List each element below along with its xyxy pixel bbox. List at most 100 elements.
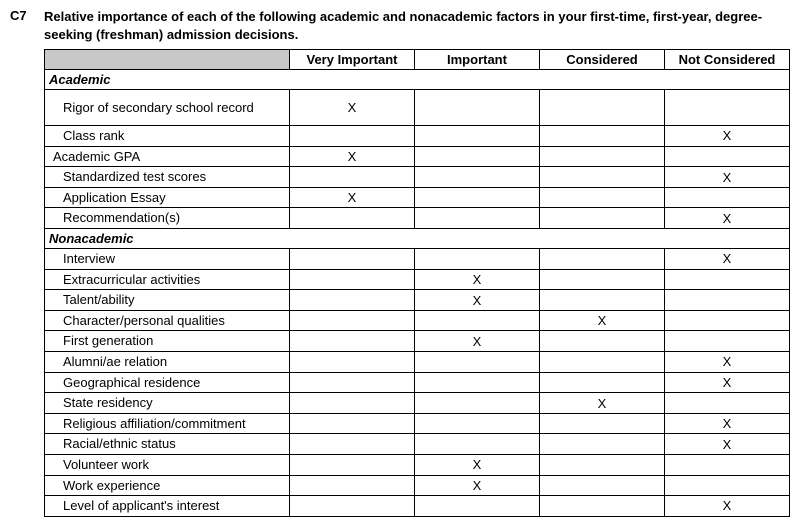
table-row: Recommendation(s) X <box>45 208 790 229</box>
row-label: Academic GPA <box>45 146 290 167</box>
section-row: Nonacademic <box>45 229 790 249</box>
mark-cell <box>415 372 540 393</box>
mark-cell <box>415 393 540 414</box>
mark-cell <box>540 290 665 311</box>
mark-cell: X <box>540 393 665 414</box>
question-header: C7 Relative importance of each of the fo… <box>10 8 789 43</box>
mark-cell <box>415 167 540 188</box>
mark-cell: X <box>665 126 790 147</box>
mark-cell <box>415 434 540 455</box>
col-important: Important <box>415 50 540 70</box>
table-row: Work experience X <box>45 475 790 496</box>
mark-cell <box>540 455 665 476</box>
table-row: Interview X <box>45 249 790 270</box>
table-header-row: Very Important Important Considered Not … <box>45 50 790 70</box>
row-label: Rigor of secondary school record <box>45 90 290 126</box>
mark-cell <box>540 413 665 434</box>
col-very-important: Very Important <box>290 50 415 70</box>
row-label: State residency <box>45 393 290 414</box>
table-row: Racial/ethnic status X <box>45 434 790 455</box>
col-not-considered: Not Considered <box>665 50 790 70</box>
row-label: Alumni/ae relation <box>45 352 290 373</box>
mark-cell <box>415 496 540 517</box>
row-label: Work experience <box>45 475 290 496</box>
table-row: Standardized test scoresX <box>45 167 790 188</box>
mark-cell <box>665 475 790 496</box>
mark-cell: X <box>665 372 790 393</box>
table-row: Character/personal qualities X <box>45 310 790 331</box>
col-considered: Considered <box>540 50 665 70</box>
mark-cell: X <box>290 187 415 208</box>
mark-cell <box>540 269 665 290</box>
mark-cell <box>665 146 790 167</box>
mark-cell: X <box>415 455 540 476</box>
row-label: First generation <box>45 331 290 352</box>
section-row: Academic <box>45 70 790 90</box>
mark-cell <box>665 331 790 352</box>
mark-cell <box>540 372 665 393</box>
row-label: Class rank <box>45 126 290 147</box>
mark-cell <box>290 167 415 188</box>
table-row: Alumni/ae relation X <box>45 352 790 373</box>
table-row: Geographical residenceX <box>45 372 790 393</box>
mark-cell <box>540 496 665 517</box>
mark-cell <box>290 331 415 352</box>
row-label: Talent/ability <box>45 290 290 311</box>
question-title: Relative importance of each of the follo… <box>44 8 789 43</box>
mark-cell <box>290 372 415 393</box>
row-label: Religious affiliation/commitment <box>45 413 290 434</box>
table-row: Talent/ability X <box>45 290 790 311</box>
table-row: Volunteer work X <box>45 455 790 476</box>
row-label: Character/personal qualities <box>45 310 290 331</box>
table-row: Academic GPAX <box>45 146 790 167</box>
mark-cell <box>415 352 540 373</box>
mark-cell: X <box>665 352 790 373</box>
mark-cell <box>290 393 415 414</box>
mark-cell: X <box>540 310 665 331</box>
factors-table: Very Important Important Considered Not … <box>44 49 790 517</box>
mark-cell <box>540 249 665 270</box>
mark-cell <box>290 249 415 270</box>
row-label: Extracurricular activities <box>45 269 290 290</box>
mark-cell <box>540 352 665 373</box>
mark-cell <box>415 146 540 167</box>
mark-cell: X <box>665 413 790 434</box>
mark-cell <box>540 475 665 496</box>
mark-cell <box>415 187 540 208</box>
mark-cell <box>290 455 415 476</box>
mark-cell <box>540 434 665 455</box>
mark-cell <box>665 269 790 290</box>
mark-cell: X <box>665 434 790 455</box>
mark-cell <box>665 187 790 208</box>
mark-cell <box>290 413 415 434</box>
row-label: Recommendation(s) <box>45 208 290 229</box>
mark-cell: X <box>290 90 415 126</box>
mark-cell: X <box>665 249 790 270</box>
mark-cell: X <box>415 475 540 496</box>
mark-cell <box>415 90 540 126</box>
row-label: Interview <box>45 249 290 270</box>
mark-cell <box>540 208 665 229</box>
mark-cell <box>540 90 665 126</box>
mark-cell <box>290 269 415 290</box>
mark-cell <box>540 167 665 188</box>
mark-cell: X <box>415 290 540 311</box>
table-row: Extracurricular activities X <box>45 269 790 290</box>
table-row: Rigor of secondary school recordX <box>45 90 790 126</box>
mark-cell <box>415 208 540 229</box>
mark-cell <box>415 413 540 434</box>
row-label: Racial/ethnic status <box>45 434 290 455</box>
mark-cell: X <box>415 331 540 352</box>
mark-cell <box>665 310 790 331</box>
row-label: Volunteer work <box>45 455 290 476</box>
header-blank <box>45 50 290 70</box>
mark-cell: X <box>665 208 790 229</box>
mark-cell: X <box>415 269 540 290</box>
mark-cell <box>415 126 540 147</box>
table-row: Application EssayX <box>45 187 790 208</box>
mark-cell <box>290 126 415 147</box>
mark-cell <box>415 310 540 331</box>
mark-cell <box>290 290 415 311</box>
mark-cell <box>415 249 540 270</box>
question-code: C7 <box>10 8 44 23</box>
